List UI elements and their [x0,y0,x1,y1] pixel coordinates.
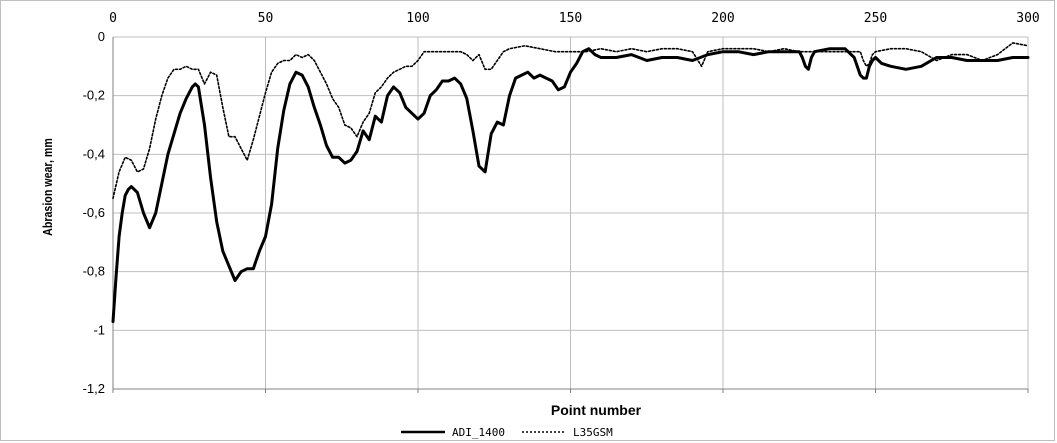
series-lines [111,42,1030,323]
series-line-adi-1400 [111,47,1030,323]
y-tick-label: -0,4 [83,146,105,161]
y-tick-label: -0,2 [83,88,105,103]
y-tick-label: 0 [98,29,105,44]
x-tick-label: 150 [559,11,582,26]
x-axis-title: Point number [551,402,642,418]
x-tick-label: 250 [864,11,887,26]
x-tick-label: 50 [258,11,274,26]
legend-label: L35GSM [573,426,613,439]
y-tick-labels: 0 -0,2 -0,4 -0,6 -0,8 -1 -1,2 [83,29,105,396]
y-tick-label: -1 [93,322,105,337]
x-tick-label: 300 [1016,11,1039,26]
axes [112,37,1029,393]
legend-label: ADI_1400 [452,426,505,439]
grid-lines [113,36,1029,389]
y-tick-label: -0,8 [83,264,105,279]
series-line-l35gsm [112,42,1029,200]
x-tick-labels: 0 50 100 150 200 250 300 [109,11,1040,26]
x-tick-label: 0 [109,11,117,26]
y-tick-label: -1,2 [83,381,105,396]
y-axis-title: Abrasion wear, mm [40,138,55,236]
y-tick-label: -0,6 [83,205,105,220]
x-tick-label: 100 [406,11,429,26]
x-tick-label: 200 [711,11,734,26]
legend: ADI_1400 L35GSM [401,426,613,439]
